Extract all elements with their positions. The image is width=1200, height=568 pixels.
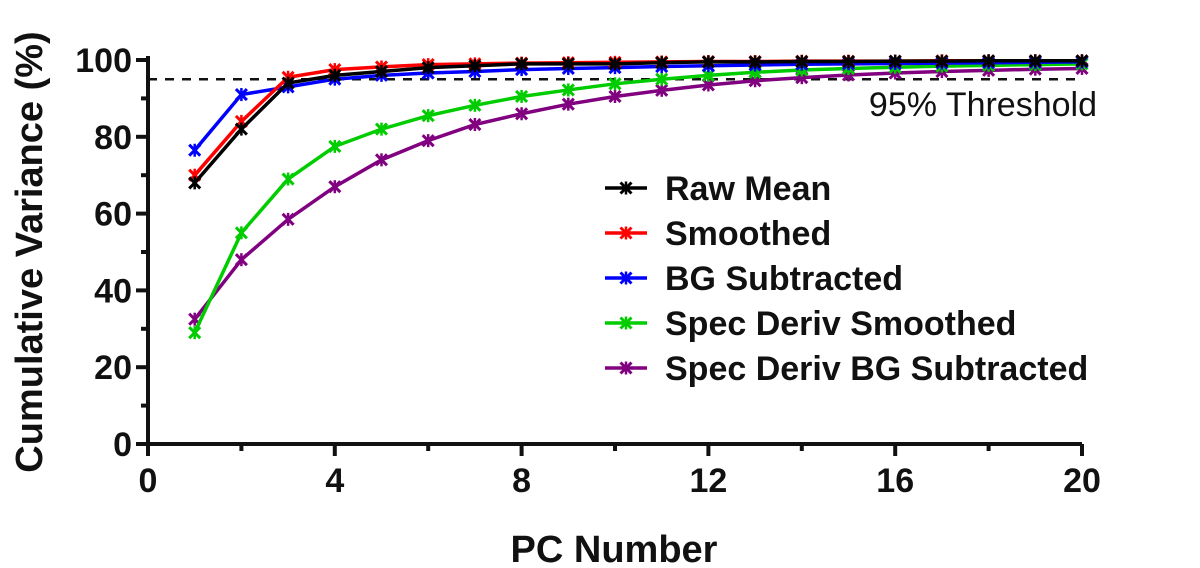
data-point-raw-mean bbox=[748, 55, 762, 69]
legend-marker-spec-deriv-smoothed bbox=[619, 316, 633, 330]
series-line-spec-deriv-smoothed bbox=[193, 62, 1083, 334]
legend-item-raw-mean: Raw Mean bbox=[605, 170, 831, 208]
x-tick-label: 8 bbox=[512, 462, 531, 500]
legend-label-smoothed: Smoothed bbox=[665, 215, 831, 253]
data-point-spec-deriv-smoothed bbox=[608, 77, 622, 91]
legend-item-bg-subtracted: BG Subtracted bbox=[605, 260, 903, 298]
legend-item-smoothed: Smoothed bbox=[605, 215, 831, 253]
data-point-raw-mean bbox=[468, 59, 482, 73]
data-point-raw-mean bbox=[655, 56, 669, 70]
data-point-spec-deriv-bg-subtracted bbox=[655, 83, 669, 97]
legend-label-bg-subtracted: BG Subtracted bbox=[665, 260, 903, 298]
data-point-spec-deriv-smoothed bbox=[374, 122, 389, 136]
data-point-raw-mean bbox=[234, 122, 248, 136]
data-point-raw-mean bbox=[515, 57, 529, 71]
data-point-spec-deriv-smoothed bbox=[655, 72, 669, 86]
data-point-spec-deriv-smoothed bbox=[421, 109, 435, 123]
x-tick-label: 4 bbox=[325, 462, 344, 500]
series-line-bg-subtracted bbox=[193, 60, 1083, 152]
data-point-spec-deriv-bg-subtracted bbox=[421, 134, 435, 148]
data-point-bg-subtracted bbox=[188, 143, 202, 157]
plot-area bbox=[148, 54, 1089, 340]
legend-label-raw-mean: Raw Mean bbox=[665, 170, 831, 208]
data-point-spec-deriv-bg-subtracted bbox=[234, 253, 248, 267]
data-point-raw-mean bbox=[701, 55, 715, 69]
legend-marker-bg-subtracted bbox=[619, 271, 633, 285]
x-tick-label: 0 bbox=[139, 462, 158, 500]
data-point-raw-mean bbox=[935, 54, 949, 68]
y-tick-label: 0 bbox=[113, 426, 132, 464]
data-point-spec-deriv-smoothed bbox=[561, 83, 575, 97]
data-point-spec-deriv-bg-subtracted bbox=[468, 117, 482, 132]
legend-marker-spec-deriv-bg-subtracted bbox=[619, 361, 633, 375]
legend-item-spec-deriv-bg-subtracted: Spec Deriv BG Subtracted bbox=[605, 350, 1088, 388]
data-point-raw-mean bbox=[888, 54, 902, 68]
legend-label-spec-deriv-smoothed: Spec Deriv Smoothed bbox=[665, 305, 1016, 343]
data-point-spec-deriv-bg-subtracted bbox=[561, 97, 575, 111]
y-tick-label: 80 bbox=[94, 119, 132, 157]
y-tick-label: 100 bbox=[75, 42, 132, 80]
data-point-raw-mean bbox=[1028, 54, 1042, 68]
data-point-raw-mean bbox=[561, 57, 575, 71]
data-point-raw-mean bbox=[421, 61, 435, 75]
data-point-spec-deriv-smoothed bbox=[328, 139, 342, 153]
y-tick-label: 60 bbox=[94, 196, 132, 234]
x-axis-title: PC Number bbox=[511, 529, 718, 568]
data-point-bg-subtracted bbox=[234, 87, 248, 102]
data-point-spec-deriv-smoothed bbox=[515, 89, 529, 104]
legend-marker-raw-mean bbox=[619, 181, 633, 195]
series-line-spec-deriv-bg-subtracted bbox=[193, 66, 1083, 321]
data-point-spec-deriv-bg-subtracted bbox=[608, 89, 622, 104]
threshold-label: 95% Threshold bbox=[869, 86, 1097, 124]
axes: 0 4 8 12 16 20 0 20 40 60 80 100 bbox=[75, 42, 1101, 500]
legend-item-spec-deriv-smoothed: Spec Deriv Smoothed bbox=[605, 305, 1016, 343]
x-tick-label: 12 bbox=[689, 462, 727, 500]
data-point-raw-mean bbox=[281, 76, 295, 90]
series-line-raw-mean bbox=[193, 59, 1082, 185]
y-axis-title: Cumulative Variance (%) bbox=[9, 31, 51, 472]
data-point-raw-mean bbox=[608, 57, 622, 71]
legend: Raw Mean Smoothed BG Subtracted Spec Deriv … bbox=[605, 170, 1088, 388]
data-point-spec-deriv-smoothed bbox=[188, 326, 202, 340]
data-point-spec-deriv-bg-subtracted bbox=[374, 153, 389, 167]
data-point-raw-mean bbox=[982, 54, 996, 68]
series-raw-mean bbox=[188, 54, 1089, 190]
data-point-raw-mean bbox=[1075, 54, 1089, 68]
data-point-raw-mean bbox=[374, 64, 389, 79]
legend-label-spec-deriv-bg-subtracted: Spec Deriv BG Subtracted bbox=[665, 350, 1088, 388]
data-point-spec-deriv-smoothed bbox=[468, 98, 482, 112]
data-point-raw-mean bbox=[188, 176, 202, 190]
data-point-raw-mean bbox=[795, 54, 809, 69]
y-tick-label: 20 bbox=[94, 349, 132, 387]
data-point-spec-deriv-bg-subtracted bbox=[328, 180, 342, 194]
data-point-raw-mean bbox=[841, 54, 856, 69]
x-tick-label: 20 bbox=[1063, 462, 1101, 500]
legend-marker-smoothed bbox=[619, 226, 633, 240]
x-tick-label: 16 bbox=[876, 462, 914, 500]
data-point-spec-deriv-smoothed bbox=[234, 226, 248, 240]
data-point-spec-deriv-bg-subtracted bbox=[515, 107, 529, 121]
data-point-spec-deriv-bg-subtracted bbox=[281, 212, 295, 226]
data-point-raw-mean bbox=[328, 68, 342, 82]
y-tick-label: 40 bbox=[94, 272, 132, 310]
data-point-spec-deriv-smoothed bbox=[281, 172, 295, 186]
